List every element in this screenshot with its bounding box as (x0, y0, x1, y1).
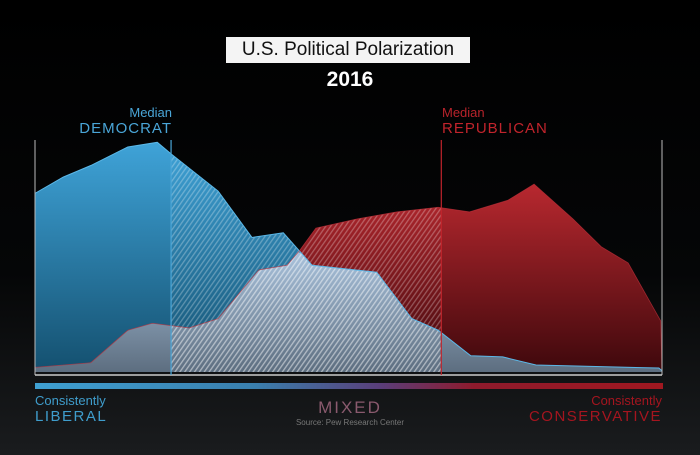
median-democrat-label-line1: Median (129, 105, 172, 120)
x-label-left-line1: Consistently (35, 393, 106, 408)
median-republican-label-line1: Median (442, 105, 485, 120)
x-label-center: MIXED (318, 398, 382, 417)
chart-subtitle: 2016 (326, 68, 374, 91)
median-democrat-label-line2: DEMOCRAT (79, 120, 172, 137)
median-republican-label-line2: REPUBLICAN (442, 120, 548, 137)
democrat-hatch (171, 153, 442, 372)
x-label-right-line1: Consistently (591, 393, 662, 408)
republican-line (34, 183, 663, 373)
chart-title: U.S. Political Polarization (226, 37, 470, 63)
ideology-scale-bar (35, 383, 663, 389)
x-label-left-line2: LIBERAL (35, 408, 108, 425)
source-note: Source: Pew Research Center (295, 418, 405, 427)
x-label-right-line2: CONSERVATIVE (528, 408, 662, 425)
democrat-line (34, 141, 663, 372)
